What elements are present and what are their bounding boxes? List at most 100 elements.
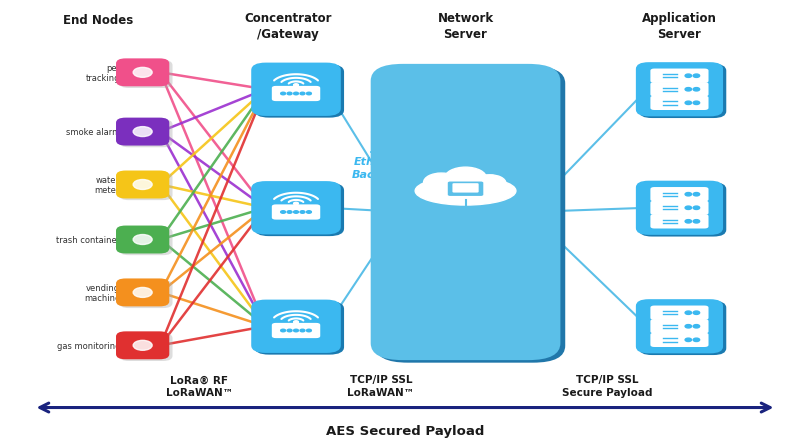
Text: vending
machine: vending machine <box>83 283 120 302</box>
Circle shape <box>288 211 292 214</box>
FancyBboxPatch shape <box>484 221 509 233</box>
Circle shape <box>293 93 298 95</box>
FancyBboxPatch shape <box>376 67 565 363</box>
FancyBboxPatch shape <box>639 301 727 355</box>
Circle shape <box>281 211 286 214</box>
Circle shape <box>685 207 692 210</box>
FancyBboxPatch shape <box>650 83 709 97</box>
FancyBboxPatch shape <box>422 221 448 233</box>
Text: AES Secured Payload: AES Secured Payload <box>326 424 484 437</box>
FancyBboxPatch shape <box>119 333 173 361</box>
FancyBboxPatch shape <box>116 59 169 87</box>
Circle shape <box>693 193 700 197</box>
Circle shape <box>306 211 311 214</box>
Circle shape <box>300 211 305 214</box>
FancyBboxPatch shape <box>119 120 173 148</box>
Text: smoke alarm: smoke alarm <box>66 128 120 137</box>
Circle shape <box>693 207 700 210</box>
Circle shape <box>306 329 311 332</box>
FancyBboxPatch shape <box>650 333 709 347</box>
FancyBboxPatch shape <box>251 64 341 117</box>
Circle shape <box>281 93 286 95</box>
Text: pet
tracking: pet tracking <box>86 64 120 83</box>
FancyBboxPatch shape <box>636 181 723 235</box>
Text: LoRa® RF
LoRaWAN™: LoRa® RF LoRaWAN™ <box>165 374 232 397</box>
FancyBboxPatch shape <box>119 61 173 89</box>
FancyBboxPatch shape <box>650 201 709 215</box>
FancyBboxPatch shape <box>650 96 709 111</box>
Text: End Nodes: End Nodes <box>63 14 134 27</box>
Text: trash container: trash container <box>56 236 120 244</box>
Circle shape <box>293 211 298 214</box>
Circle shape <box>293 321 298 324</box>
Circle shape <box>281 329 286 332</box>
FancyBboxPatch shape <box>254 302 344 355</box>
Text: Network
Server: Network Server <box>437 12 493 41</box>
FancyBboxPatch shape <box>650 306 709 320</box>
FancyBboxPatch shape <box>116 226 169 254</box>
FancyBboxPatch shape <box>650 69 709 84</box>
Circle shape <box>288 329 292 332</box>
Circle shape <box>133 127 152 137</box>
Text: 3G/
Ethernet
Backhaul: 3G/ Ethernet Backhaul <box>352 145 409 179</box>
Circle shape <box>685 102 692 105</box>
Circle shape <box>685 311 692 314</box>
Circle shape <box>685 193 692 197</box>
Circle shape <box>693 88 700 92</box>
FancyBboxPatch shape <box>453 221 479 233</box>
Text: TCP/IP SSL
LoRaWAN™: TCP/IP SSL LoRaWAN™ <box>347 374 415 397</box>
FancyBboxPatch shape <box>639 183 727 237</box>
Circle shape <box>685 338 692 342</box>
FancyBboxPatch shape <box>254 65 344 118</box>
Circle shape <box>693 338 700 342</box>
Circle shape <box>424 174 459 192</box>
FancyBboxPatch shape <box>650 187 709 202</box>
Circle shape <box>293 329 298 332</box>
Text: TCP/IP SSL
Secure Payload: TCP/IP SSL Secure Payload <box>561 374 652 397</box>
Text: water
meter: water meter <box>95 175 120 195</box>
Circle shape <box>133 288 152 298</box>
FancyBboxPatch shape <box>272 87 320 102</box>
Circle shape <box>293 85 298 87</box>
FancyBboxPatch shape <box>639 65 727 119</box>
FancyBboxPatch shape <box>116 118 169 146</box>
Text: Concentrator
/Gateway: Concentrator /Gateway <box>244 12 332 41</box>
Circle shape <box>133 341 152 350</box>
Circle shape <box>693 325 700 328</box>
FancyBboxPatch shape <box>251 300 341 353</box>
Ellipse shape <box>416 177 516 205</box>
FancyBboxPatch shape <box>650 215 709 229</box>
Circle shape <box>693 102 700 105</box>
Text: Application
Server: Application Server <box>642 12 717 41</box>
FancyBboxPatch shape <box>254 184 344 237</box>
Circle shape <box>133 68 152 78</box>
Circle shape <box>300 93 305 95</box>
Circle shape <box>685 88 692 92</box>
FancyBboxPatch shape <box>636 300 723 353</box>
FancyBboxPatch shape <box>116 279 169 307</box>
FancyBboxPatch shape <box>448 182 484 197</box>
Circle shape <box>133 235 152 245</box>
Circle shape <box>445 168 487 190</box>
FancyBboxPatch shape <box>119 280 173 308</box>
Circle shape <box>474 175 506 192</box>
FancyBboxPatch shape <box>272 205 320 220</box>
Circle shape <box>693 220 700 223</box>
Circle shape <box>288 93 292 95</box>
FancyBboxPatch shape <box>119 228 173 256</box>
Circle shape <box>693 75 700 78</box>
Circle shape <box>133 180 152 190</box>
FancyBboxPatch shape <box>116 171 169 199</box>
Circle shape <box>685 325 692 328</box>
FancyBboxPatch shape <box>371 65 561 360</box>
FancyBboxPatch shape <box>116 332 169 360</box>
FancyBboxPatch shape <box>636 63 723 117</box>
Circle shape <box>693 311 700 314</box>
Circle shape <box>300 329 305 332</box>
Circle shape <box>685 75 692 78</box>
FancyBboxPatch shape <box>119 173 173 201</box>
FancyBboxPatch shape <box>272 323 320 338</box>
Circle shape <box>293 203 298 205</box>
FancyBboxPatch shape <box>453 184 479 193</box>
FancyBboxPatch shape <box>251 182 341 235</box>
